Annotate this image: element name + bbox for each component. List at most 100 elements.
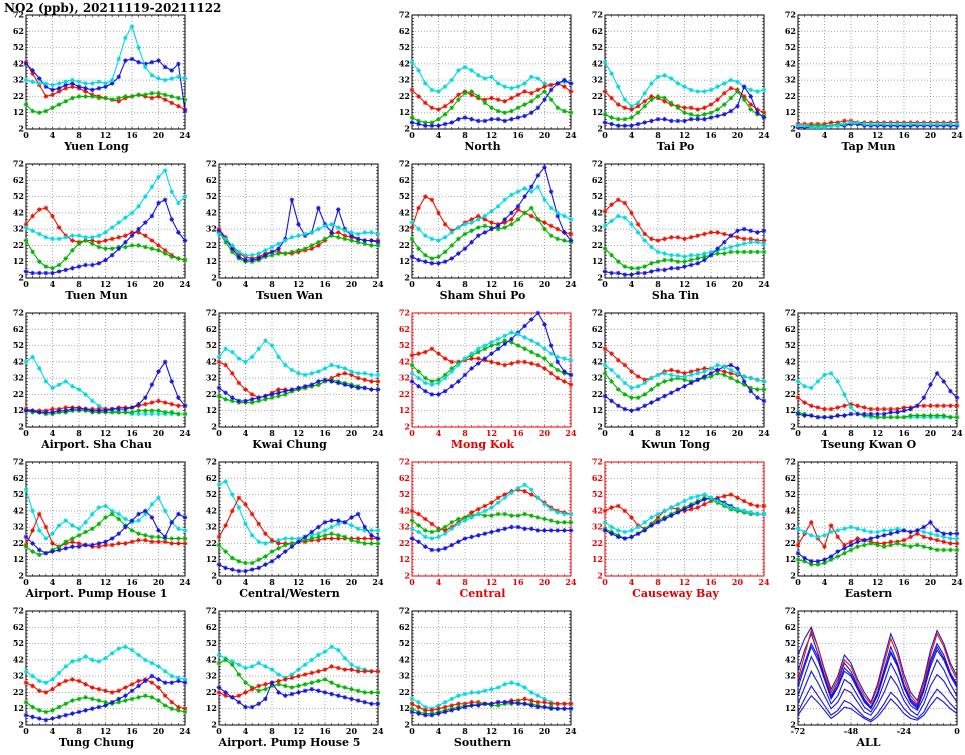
y-tick-label: 62 [206, 622, 217, 632]
y-tick-label: 32 [785, 373, 796, 383]
x-tick-label: 4 [436, 577, 442, 587]
y-tick-label: 52 [399, 489, 410, 499]
x-tick-label: 20 [732, 279, 744, 289]
y-tick-label: 32 [785, 75, 796, 85]
y-tick-label: 62 [592, 175, 603, 185]
x-tick-label: 16 [898, 130, 910, 140]
y-tick-label: 32 [206, 522, 217, 532]
x-tick-label: 12 [679, 577, 690, 587]
series-line-red [604, 199, 764, 242]
x-tick-label: 8 [462, 577, 468, 587]
x-tick-label: 0 [602, 279, 608, 289]
x-tick-label: 8 [76, 726, 82, 736]
y-tick-label: 32 [13, 522, 24, 532]
series-markers-red [795, 395, 960, 412]
y-tick-label: 72 [206, 457, 217, 467]
x-tick-label: 8 [462, 279, 468, 289]
series-markers-blue [795, 520, 960, 564]
chart-title: Sha Tin [651, 289, 700, 302]
x-tick-label: 4 [822, 577, 828, 587]
x-tick-label: 4 [822, 130, 828, 140]
series-markers-blue [409, 524, 574, 553]
x-tick-label: 8 [462, 726, 468, 736]
y-tick-label: 62 [399, 26, 410, 36]
y-tick-label: 42 [399, 207, 410, 217]
x-tick-label: 4 [243, 428, 249, 438]
y-tick-label: 22 [592, 538, 603, 548]
y-tick-label: 42 [13, 58, 24, 68]
series-markers-blue [23, 359, 188, 415]
y-tick-label: 12 [785, 554, 796, 564]
x-tick-label: 0 [216, 577, 222, 587]
y-tick-label: 22 [13, 389, 24, 399]
x-tick-label: 20 [539, 726, 551, 736]
chart-title: Airport. Pump House 5 [218, 736, 361, 749]
y-tick-label: 2 [790, 422, 796, 432]
y-tick-label: 12 [399, 405, 410, 415]
x-tick-label: 24 [565, 130, 577, 140]
y-tick-label: 42 [399, 505, 410, 515]
series-line-green [604, 497, 764, 540]
y-tick-label: 52 [785, 638, 796, 648]
x-tick-label: 24 [565, 428, 577, 438]
y-tick-label: 62 [13, 26, 24, 36]
y-tick-label: 22 [399, 240, 410, 250]
series-markers-cyan [216, 222, 381, 258]
x-tick-label: 24 [758, 279, 770, 289]
x-tick-label: 20 [346, 428, 358, 438]
series-markers-cyan [216, 338, 381, 378]
y-tick-label: 42 [399, 654, 410, 664]
x-tick-label: 8 [848, 130, 854, 140]
x-tick-label: 24 [179, 130, 191, 140]
y-tick-label: 22 [592, 240, 603, 250]
x-tick-label: 16 [898, 428, 910, 438]
y-tick-label: 12 [206, 703, 217, 713]
y-tick-label: 2 [18, 571, 24, 581]
chart-title: Airport. Pump House 1 [25, 587, 168, 600]
y-tick-label: 52 [592, 42, 603, 52]
y-tick-label: 22 [206, 240, 217, 250]
chart-title: ALL [856, 736, 881, 749]
y-tick-label: 72 [399, 159, 410, 169]
y-tick-label: 72 [592, 308, 603, 318]
series-markers-green [602, 89, 767, 122]
x-tick-label: 0 [409, 726, 415, 736]
x-tick-label: 8 [462, 130, 468, 140]
chart-plot-tuen-mun: 2 12 22 32 42 52 62 72 0 4 8 12 16 20 24 [13, 159, 191, 289]
chart-plot-airport-pump-house-1: 2 12 22 32 42 52 62 72 0 4 8 12 16 20 24 [13, 457, 191, 587]
y-tick-label: 22 [13, 91, 24, 101]
chart-tsuen-wan: 2 12 22 32 42 52 62 72 0 4 8 12 16 20 24 Tsuen Wan [193, 159, 386, 308]
x-tick-label: 8 [76, 428, 82, 438]
y-tick-label: 52 [13, 638, 24, 648]
y-tick-label: 22 [13, 240, 24, 250]
x-tick-label: 4 [629, 577, 635, 587]
x-tick-label: -72 [791, 726, 805, 736]
chart-title: Central/Western [239, 587, 340, 600]
y-tick-label: 22 [785, 91, 796, 101]
y-tick-label: 2 [597, 273, 603, 283]
x-tick-label: 8 [462, 428, 468, 438]
y-tick-label: 62 [206, 175, 217, 185]
y-tick-label: 52 [785, 42, 796, 52]
x-tick-label: 24 [372, 726, 384, 736]
chart-plot-sha-tin: 2 12 22 32 42 52 62 72 0 4 8 12 16 20 24 [592, 159, 770, 289]
y-tick-label: 72 [785, 457, 796, 467]
y-tick-label: 72 [206, 159, 217, 169]
x-tick-label: 12 [486, 577, 497, 587]
x-tick-label: -24 [897, 726, 912, 736]
x-tick-label: 20 [925, 577, 937, 587]
x-tick-label: 8 [655, 279, 661, 289]
x-tick-label: 20 [539, 428, 551, 438]
y-tick-label: 42 [592, 356, 603, 366]
x-tick-label: 12 [872, 428, 883, 438]
chart-central-western: 2 12 22 32 42 52 62 72 0 4 8 12 16 20 24 Central/Wester… [193, 457, 386, 606]
x-tick-label: 24 [758, 428, 770, 438]
x-tick-label: 0 [602, 428, 608, 438]
y-tick-label: 72 [592, 457, 603, 467]
x-tick-label: 0 [602, 130, 608, 140]
y-tick-label: 42 [399, 356, 410, 366]
y-tick-label: 12 [399, 256, 410, 266]
x-tick-label: 16 [126, 726, 138, 736]
x-tick-label: 20 [153, 279, 165, 289]
chart-plot-causeway-bay: 2 12 22 32 42 52 62 72 0 4 8 12 16 20 24 [592, 457, 770, 587]
